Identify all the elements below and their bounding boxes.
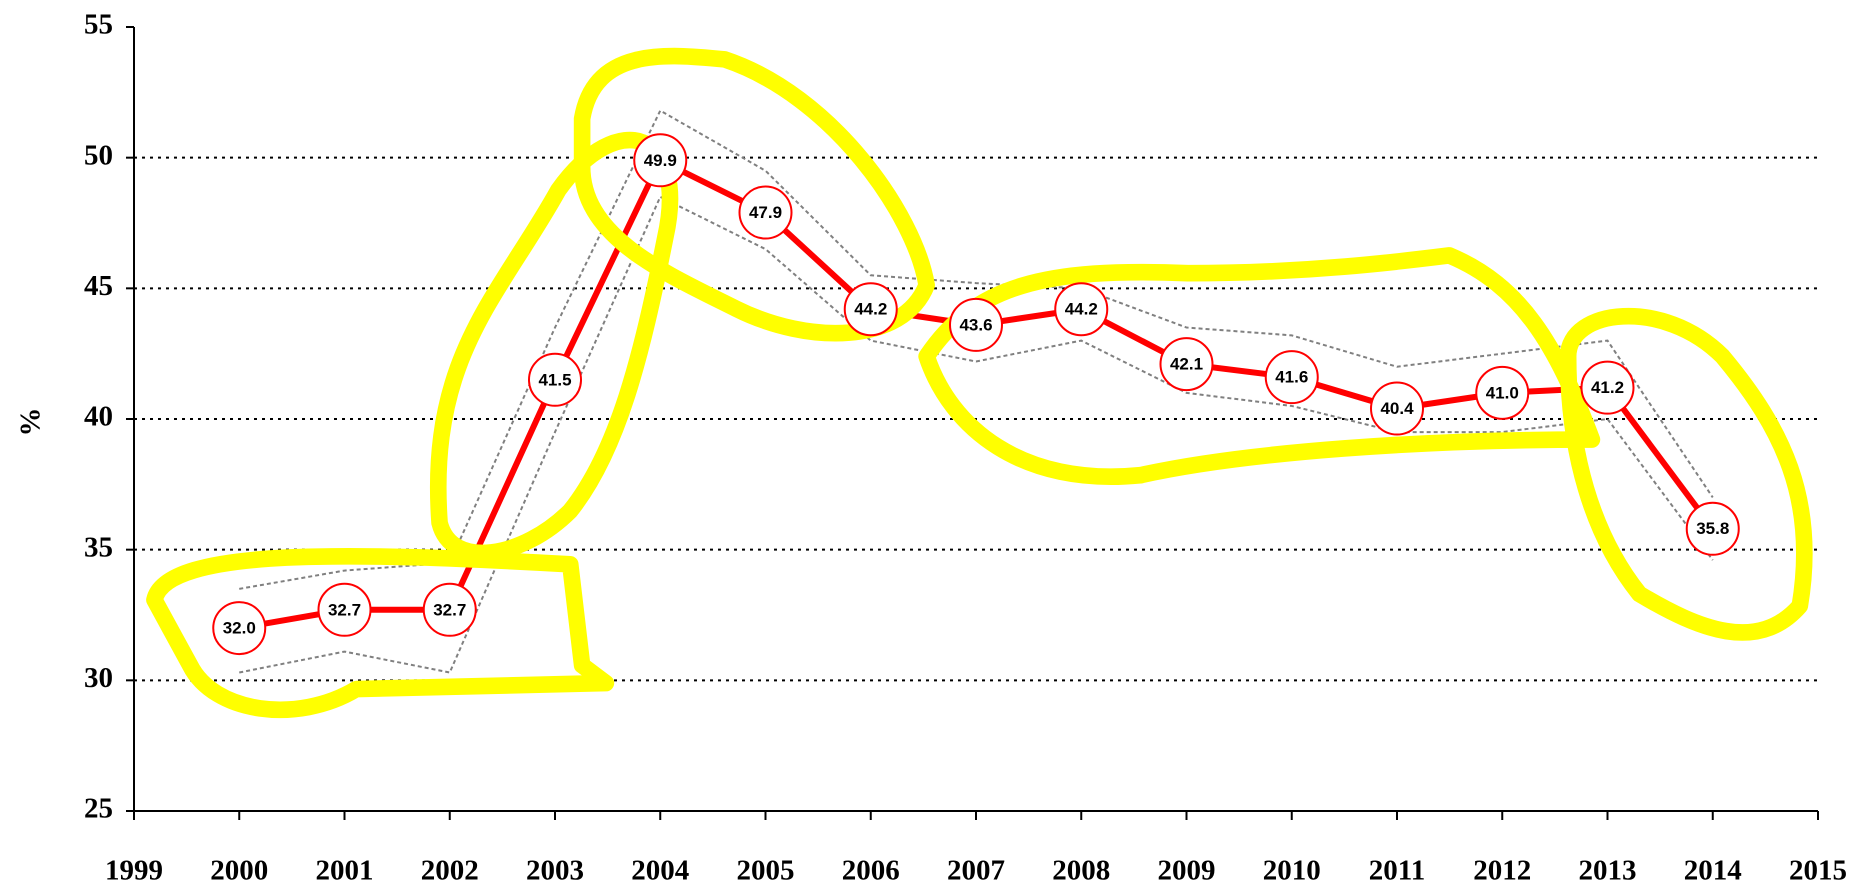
- x-tick-label: 2013: [1579, 855, 1637, 885]
- data-label: 43.6: [959, 315, 992, 334]
- y-tick-label: 55: [84, 9, 113, 41]
- x-tick-label: 2009: [1158, 855, 1216, 885]
- x-tick-label: 2005: [737, 855, 795, 885]
- x-tick-label: 1999: [105, 855, 163, 885]
- x-tick-label: 2011: [1369, 855, 1425, 885]
- data-label: 35.8: [1696, 519, 1729, 538]
- data-label: 47.9: [749, 203, 782, 222]
- x-tick-label: 2000: [210, 855, 268, 885]
- data-label: 32.0: [223, 619, 256, 638]
- y-tick-label: 40: [84, 401, 113, 433]
- data-label: 44.2: [1065, 300, 1098, 319]
- y-tick-label: 30: [84, 662, 113, 694]
- y-tick-label: 35: [84, 531, 113, 563]
- data-label: 40.4: [1380, 399, 1414, 418]
- y-tick-label: 25: [84, 793, 113, 825]
- y-tick-label: 45: [84, 270, 113, 302]
- data-label: 49.9: [644, 151, 677, 170]
- x-tick-label: 2014: [1684, 855, 1742, 885]
- data-label: 44.2: [854, 300, 887, 319]
- y-axis-label: %: [15, 408, 47, 437]
- x-tick-label: 2008: [1052, 855, 1110, 885]
- highlight: [927, 255, 1592, 476]
- x-tick-label: 2012: [1473, 855, 1531, 885]
- y-tick-label: 50: [84, 139, 113, 171]
- x-tick-label: 2007: [947, 855, 1005, 885]
- highlight: [438, 140, 670, 553]
- x-tick-label: 2006: [842, 855, 900, 885]
- x-tick-label: 2001: [316, 855, 374, 885]
- x-tick-label: 2015: [1789, 855, 1847, 885]
- x-tick-label: 2010: [1263, 855, 1321, 885]
- x-tick-label: 2003: [526, 855, 584, 885]
- data-label: 32.7: [433, 600, 466, 619]
- data-label: 41.0: [1486, 383, 1519, 402]
- data-label: 42.1: [1170, 355, 1203, 374]
- data-label: 41.5: [538, 370, 571, 389]
- data-label: 32.7: [328, 600, 361, 619]
- data-label: 41.6: [1275, 368, 1308, 387]
- data-label: 41.2: [1591, 378, 1624, 397]
- x-tick-label: 2002: [421, 855, 479, 885]
- chart: 25 30 35 40 45 50 55 1999 2000 2001 2002 2003 2004 20…: [0, 0, 1863, 885]
- x-tick-label: 2004: [631, 855, 689, 885]
